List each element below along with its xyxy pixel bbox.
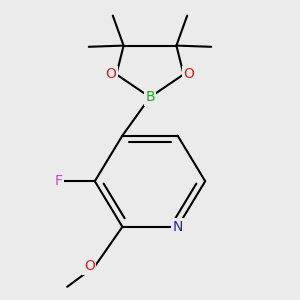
Text: O: O (106, 68, 116, 81)
Text: F: F (54, 174, 62, 188)
Text: B: B (145, 90, 155, 104)
Text: N: N (172, 220, 183, 234)
Text: O: O (184, 68, 194, 81)
Text: O: O (84, 260, 95, 273)
